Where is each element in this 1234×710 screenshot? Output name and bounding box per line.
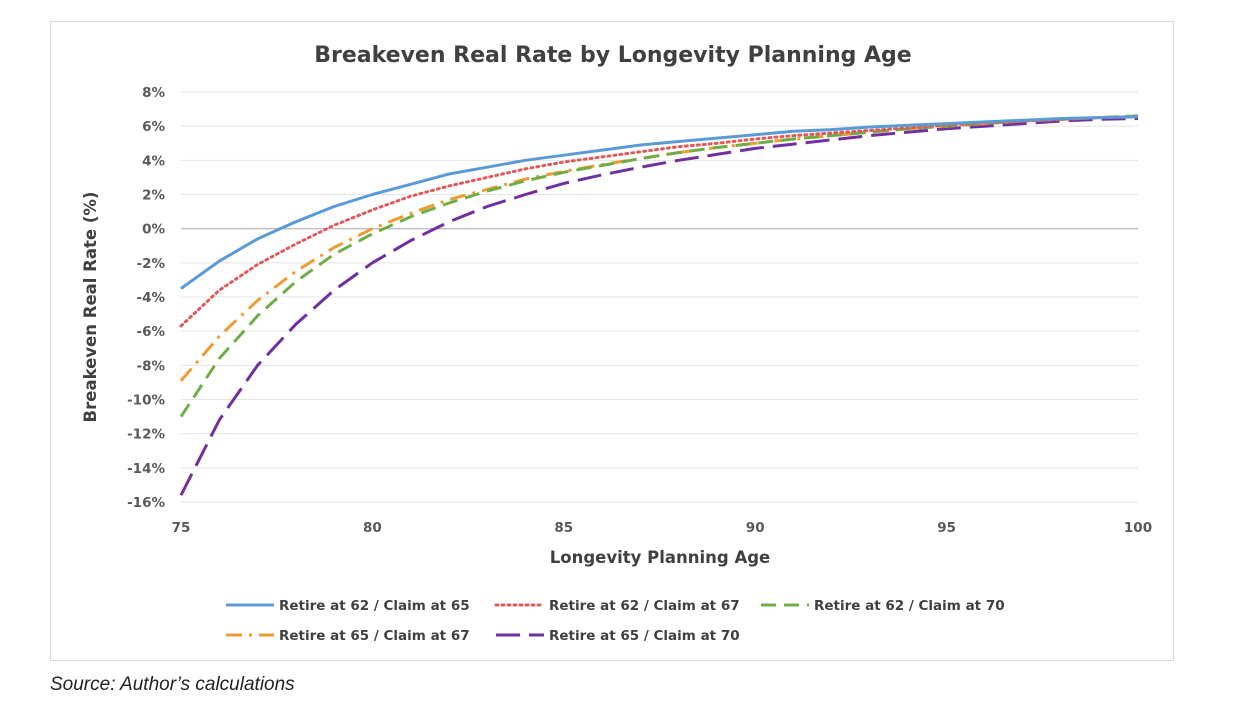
legend-label: Retire at 65 / Claim at 67 <box>279 628 470 644</box>
x-tick-label: 90 <box>746 520 765 536</box>
x-tick-label: 100 <box>1124 520 1152 536</box>
series-line-retire-at-65-claim-at-67 <box>179 114 1139 382</box>
y-tick-label: -12% <box>127 427 165 443</box>
series-lines <box>179 114 1140 496</box>
y-tick-label: -6% <box>136 324 165 340</box>
x-tick-label: 95 <box>937 520 956 536</box>
series-line-retire-at-62-claim-at-67 <box>179 115 1140 328</box>
x-axis-ticks: 75 80 85 90 95 100 <box>172 520 1152 536</box>
legend-label: Retire at 65 / Claim at 70 <box>549 628 740 644</box>
chart-title: Breakeven Real Rate by Longevity Plannin… <box>314 43 911 68</box>
y-tick-label: 6% <box>142 119 165 135</box>
source-note: Source: Author’s calculations <box>50 674 295 695</box>
y-axis-title: Breakeven Real Rate (%) <box>81 192 100 423</box>
y-tick-label: -14% <box>127 461 165 477</box>
legend-label: Retire at 62 / Claim at 67 <box>549 598 740 614</box>
y-tick-label: -10% <box>127 393 165 409</box>
legend-label: Retire at 62 / Claim at 70 <box>814 598 1005 614</box>
y-tick-label: 0% <box>142 222 165 238</box>
series-line-retire-at-62-claim-at-65 <box>180 115 1139 290</box>
legend-label: Retire at 62 / Claim at 65 <box>279 598 470 614</box>
x-tick-label: 80 <box>363 520 382 536</box>
y-tick-label: 4% <box>142 153 165 169</box>
series-line-retire-at-62-claim-at-70 <box>179 114 1139 418</box>
legend: Retire at 62 / Claim at 65 Retire at 62 /… <box>226 598 1005 644</box>
y-tick-label: -2% <box>136 256 165 272</box>
chart-frame: Breakeven Real Rate by Longevity Plannin… <box>50 21 1174 661</box>
y-tick-label: 8% <box>142 85 165 101</box>
x-tick-label: 85 <box>554 520 573 536</box>
series-line-retire-at-65-claim-at-70 <box>179 117 1139 496</box>
y-tick-label: -16% <box>127 495 165 511</box>
x-axis-title: Longevity Planning Age <box>550 548 771 567</box>
gridlines <box>181 91 1138 503</box>
x-tick-label: 75 <box>172 520 191 536</box>
y-tick-label: -4% <box>136 290 165 306</box>
y-axis-ticks: 8% 6% 4% 2% 0% -2% -4% -6% -8% -10% -12% -14% -16% <box>127 85 165 511</box>
y-tick-label: 2% <box>142 188 165 204</box>
y-tick-label: -8% <box>136 358 165 374</box>
line-chart: Breakeven Real Rate by Longevity Plannin… <box>81 43 1152 644</box>
